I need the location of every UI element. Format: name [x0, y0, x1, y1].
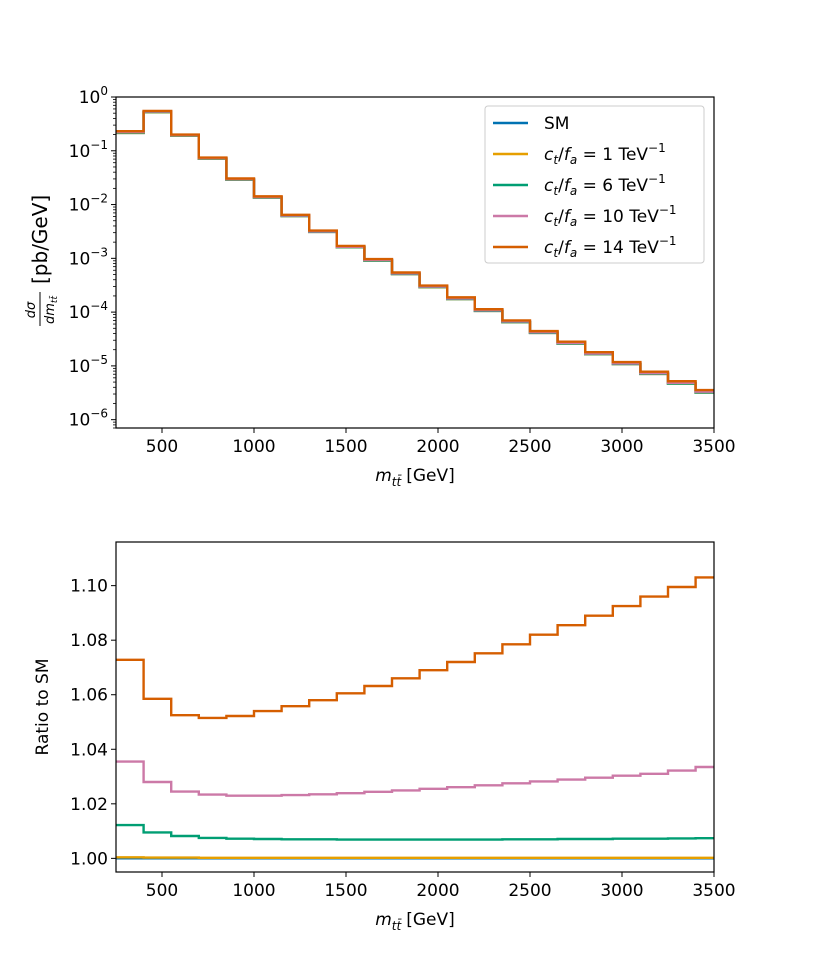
bottom-series-line-3	[116, 760, 714, 797]
bottom-panel-ratio: 500 1000 1500 2000 2500 3000 3500 1.00 1.02 1.04…	[33, 541, 736, 933]
bottom-x-tick-label: 3000	[600, 881, 643, 901]
top-x-tick-label: 2500	[508, 437, 551, 457]
top-x-ticks: 500 1000 1500 2000 2500 3000 3500	[146, 428, 736, 457]
top-y-tick-label: 100	[79, 84, 108, 108]
bottom-y-tick-label: 1.02	[70, 795, 108, 815]
bottom-y-tick-label: 1.06	[70, 686, 108, 706]
legend-label-3: ct/fa = 10 TeV−1	[544, 203, 677, 229]
bottom-x-axis-label: mtt̄ [GeV]	[375, 910, 455, 933]
top-x-tick-label: 500	[146, 437, 178, 457]
top-x-tick-label: 1000	[232, 437, 275, 457]
bottom-series-line-2	[116, 823, 714, 841]
top-y-tick-label: 10−6	[69, 407, 108, 431]
top-y-tick-label: 10−4	[69, 299, 108, 323]
bottom-y-ticks: 1.00 1.02 1.04 1.06 1.08 1.10	[70, 577, 116, 869]
bottom-x-tick-label: 1000	[232, 881, 275, 901]
top-y-tick-label: 10−1	[69, 138, 108, 162]
legend-label-2: ct/fa = 6 TeV−1	[544, 172, 666, 198]
top-series-group	[116, 109, 714, 394]
top-x-tick-label: 1500	[324, 437, 367, 457]
bottom-x-tick-label: 3500	[692, 881, 735, 901]
bottom-y-tick-label: 1.00	[70, 849, 108, 869]
legend-label-0: SM	[544, 114, 569, 134]
top-series-line-4	[116, 109, 714, 392]
legend: SM ct/fa = 1 TeV−1 ct/fa = 6 TeV−1 ct/fa = …	[484, 105, 705, 264]
bottom-x-tick-label: 1500	[324, 881, 367, 901]
top-y-tick-label: 10−3	[69, 245, 108, 269]
top-y-axis-label: dσ dmtt̄ [pb/GeV]	[24, 195, 60, 326]
legend-box	[484, 105, 705, 264]
top-x-axis-label: mtt̄ [GeV]	[375, 466, 455, 489]
bottom-x-tick-label: 500	[146, 881, 178, 901]
bottom-y-tick-label: 1.04	[70, 740, 108, 760]
bottom-x-tick-label: 2500	[508, 881, 551, 901]
bottom-x-ticks: 500 1000 1500 2000 2500 3000 3500	[146, 872, 736, 901]
top-y-tick-label: 10−2	[69, 192, 108, 216]
top-x-tick-label: 3000	[600, 437, 643, 457]
y-label-unit: [pb/GeV]	[28, 195, 52, 284]
bottom-y-axis-label: Ratio to SM	[33, 659, 53, 756]
top-panel-distribution: 500 1000 1500 2000 2500 3000 3500 10010−110−21…	[24, 84, 736, 489]
top-y-ticks: 100 10−1 10−2 10−3 10−4 10−5 10−6	[69, 84, 116, 431]
top-x-tick-label: 3500	[692, 437, 735, 457]
bottom-series-line-4	[116, 576, 714, 720]
legend-label-1: ct/fa = 1 TeV−1	[544, 141, 666, 167]
bottom-x-tick-label: 2000	[416, 881, 459, 901]
bottom-axes-frame	[115, 541, 715, 873]
top-axes-frame	[115, 96, 715, 429]
y-label-fraction-numerator: dσ	[24, 301, 39, 318]
legend-label-4: ct/fa = 14 TeV−1	[544, 234, 677, 260]
y-label-fraction-denominator: dmtt̄	[43, 295, 60, 324]
bottom-y-tick-label: 1.08	[70, 631, 108, 651]
bottom-series-line-1	[116, 856, 714, 860]
bottom-y-tick-label: 1.10	[70, 577, 108, 597]
bottom-series-group	[116, 576, 714, 860]
top-y-tick-label: 10−5	[69, 353, 108, 377]
top-x-tick-label: 2000	[416, 437, 459, 457]
